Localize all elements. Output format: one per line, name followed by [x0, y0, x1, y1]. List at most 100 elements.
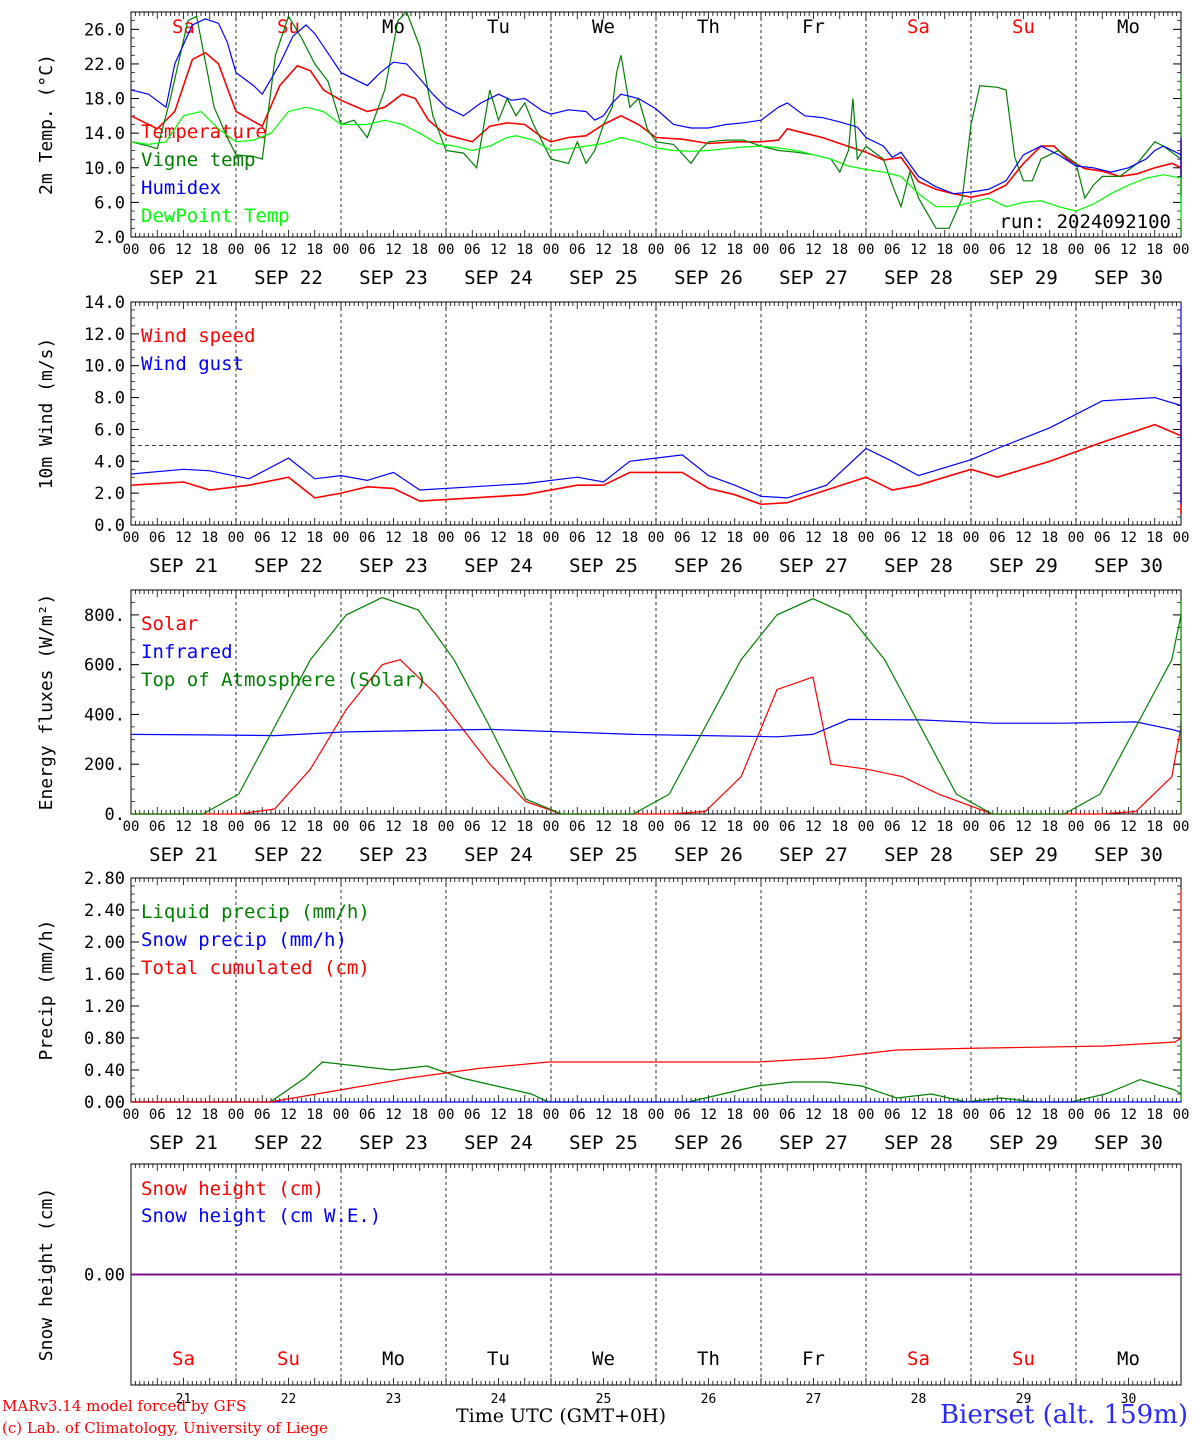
hour-label-precip: 00 [1173, 1107, 1190, 1123]
hour-label-energy: 18 [516, 819, 533, 835]
hour-label-energy: 12 [280, 819, 297, 835]
hour-label-energy: 12 [175, 819, 192, 835]
hour-label-energy: 06 [149, 819, 166, 835]
hour-label-precip: 06 [359, 1107, 376, 1123]
hour-label-precip: 12 [1015, 1107, 1032, 1123]
hour-label-energy: 06 [254, 819, 271, 835]
model-credit: MARv3.14 model forced by GFS [2, 1397, 247, 1415]
hour-label-precip: 06 [464, 1107, 481, 1123]
hour-label-precip: 00 [963, 1107, 980, 1123]
station-label: Bierset (alt. 159m) [939, 1400, 1188, 1430]
hour-label-temp: 12 [280, 242, 297, 258]
hour-label-precip: 00 [543, 1107, 560, 1123]
hour-label-energy: 18 [936, 819, 953, 835]
legend-label-snow-1: Snow height (cm W.E.) [141, 1205, 381, 1227]
hour-label-energy: 06 [464, 819, 481, 835]
hour-label-temp: 00 [333, 242, 350, 258]
weekday-label-bottom: Tu [487, 1348, 510, 1370]
y-axis-label-temp: 2m Temp. (°C) [36, 54, 57, 195]
y-tick-label-energy: 600. [84, 656, 125, 676]
hour-label-wind: 06 [1094, 530, 1111, 546]
hour-label-wind: 18 [726, 530, 743, 546]
date-label-precip: SEP 22 [254, 1132, 323, 1154]
weekday-label-top: Th [697, 16, 720, 38]
hour-label-temp: 00 [228, 242, 245, 258]
y-tick-label-energy: 400. [84, 705, 125, 725]
hour-label-precip: 00 [648, 1107, 665, 1123]
hour-label-wind: 12 [1120, 530, 1137, 546]
hour-label-energy: 12 [595, 819, 612, 835]
hour-label-temp: 12 [1120, 242, 1137, 258]
date-label-energy: SEP 29 [989, 844, 1058, 866]
day-number-label: 23 [386, 1392, 402, 1407]
hour-label-temp: 00 [648, 242, 665, 258]
weekday-label-top: Sa [907, 16, 930, 38]
hour-label-precip: 18 [936, 1107, 953, 1123]
hour-label-wind: 00 [123, 530, 140, 546]
series-line-wind-1 [130, 305, 1182, 505]
date-label-temp: SEP 28 [884, 267, 953, 289]
hour-label-temp: 00 [963, 242, 980, 258]
series-line-precip-0 [131, 1012, 1182, 1103]
hour-label-temp: 12 [910, 242, 927, 258]
panel-frame-wind [130, 301, 1182, 526]
day-number-label: 30 [1121, 1392, 1137, 1407]
hour-label-energy: 00 [753, 819, 770, 835]
hour-label-wind: 06 [359, 530, 376, 546]
hour-label-energy: 18 [831, 819, 848, 835]
y-tick-label-temp: 6.0 [94, 193, 125, 213]
hour-label-temp: 00 [1068, 242, 1085, 258]
y-tick-label-temp: 2.0 [94, 228, 125, 248]
y-tick-label-precip: 1.60 [84, 965, 125, 985]
hour-label-precip: 12 [175, 1107, 192, 1123]
date-label-energy: SEP 30 [1094, 844, 1163, 866]
hour-label-temp: 18 [936, 242, 953, 258]
hour-label-precip: 12 [700, 1107, 717, 1123]
hour-label-energy: 06 [674, 819, 691, 835]
hour-label-wind: 12 [700, 530, 717, 546]
hour-label-wind: 06 [569, 530, 586, 546]
hour-label-energy: 12 [910, 819, 927, 835]
hour-label-precip: 00 [333, 1107, 350, 1123]
lab-credit: (c) Lab. of Climatology, University of L… [2, 1419, 328, 1437]
hour-label-precip: 12 [805, 1107, 822, 1123]
date-label-precip: SEP 25 [569, 1132, 638, 1154]
date-label-wind: SEP 21 [149, 555, 218, 577]
hour-label-temp: 06 [464, 242, 481, 258]
date-label-wind: SEP 24 [464, 555, 533, 577]
date-label-precip: SEP 23 [359, 1132, 428, 1154]
hour-label-wind: 12 [280, 530, 297, 546]
hour-label-wind: 06 [779, 530, 796, 546]
hour-label-wind: 18 [831, 530, 848, 546]
hour-label-precip: 12 [595, 1107, 612, 1123]
time-axis-label: Time UTC (GMT+0H) [456, 1405, 667, 1427]
hour-label-energy: 06 [779, 819, 796, 835]
hour-label-temp: 18 [201, 242, 218, 258]
y-tick-label-precip: 1.20 [84, 997, 125, 1017]
hour-label-wind: 18 [621, 530, 638, 546]
series-line-temp-3 [130, 106, 1182, 220]
hour-label-wind: 18 [936, 530, 953, 546]
hour-label-temp: 12 [175, 242, 192, 258]
hour-label-precip: 18 [726, 1107, 743, 1123]
hour-label-precip: 06 [884, 1107, 901, 1123]
hour-label-wind: 12 [490, 530, 507, 546]
hour-label-temp: 18 [516, 242, 533, 258]
date-label-energy: SEP 28 [884, 844, 953, 866]
hour-label-wind: 06 [254, 530, 271, 546]
hour-label-energy: 12 [700, 819, 717, 835]
hour-label-energy: 00 [858, 819, 875, 835]
hour-label-temp: 18 [306, 242, 323, 258]
legend-label-precip-2: Total cumulated (cm) [141, 957, 370, 979]
y-tick-label-wind: 6.0 [94, 420, 125, 440]
weekday-label-bottom: Su [277, 1348, 300, 1370]
legend-label-temp-1: Vigne temp [141, 149, 255, 171]
date-label-wind: SEP 29 [989, 555, 1058, 577]
hour-label-wind: 12 [175, 530, 192, 546]
hour-label-energy: 18 [1146, 819, 1163, 835]
hour-label-energy: 00 [963, 819, 980, 835]
weekday-label-bottom: Sa [907, 1348, 930, 1370]
hour-label-energy: 00 [228, 819, 245, 835]
y-tick-label-precip: 2.40 [84, 901, 125, 921]
hour-label-precip: 00 [858, 1107, 875, 1123]
